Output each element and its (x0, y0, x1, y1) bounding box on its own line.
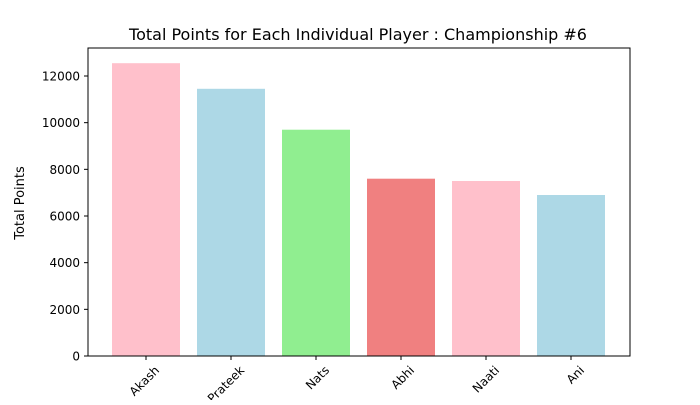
y-tick-label: 8000 (49, 163, 80, 177)
bar-akash (112, 63, 180, 356)
y-tick-label: 2000 (49, 303, 80, 317)
y-axis-label: Total Points (13, 166, 28, 241)
y-tick-label: 10000 (42, 116, 80, 130)
y-tick-label: 12000 (42, 70, 80, 84)
y-tick-label: 0 (72, 350, 80, 364)
y-tick-label: 4000 (49, 256, 80, 270)
chart-title: Total Points for Each Individual Player … (128, 25, 587, 44)
bars-layer (112, 63, 605, 357)
bar-prateek (197, 88, 265, 357)
bar-abhi (367, 178, 435, 356)
bar-ani (537, 195, 605, 356)
y-tick-label: 6000 (49, 210, 80, 224)
bar-naati (452, 181, 520, 356)
y-axis: 0 2000 4000 6000 8000 10000 12000 (42, 70, 88, 364)
plot-frame (87, 47, 631, 357)
bar-nats (282, 129, 350, 356)
